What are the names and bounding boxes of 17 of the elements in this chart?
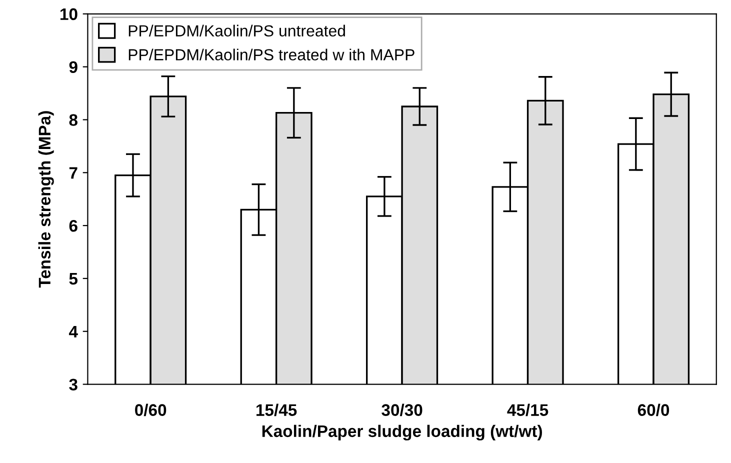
y-axis-title: Tensile strength (MPa) bbox=[38, 111, 54, 288]
y-tick-label: 4 bbox=[68, 326, 78, 338]
x-tick-label: 30/30 bbox=[382, 404, 422, 416]
y-tick-label: 6 bbox=[69, 220, 78, 232]
y-tick-label: 9 bbox=[69, 61, 78, 74]
y-tick-label: 10 bbox=[60, 8, 78, 20]
x-tick-label: 60/0 bbox=[638, 404, 670, 416]
x-tick-label: 45/15 bbox=[507, 404, 548, 416]
y-tick-label: 8 bbox=[69, 114, 78, 126]
x-tick-label: 15/45 bbox=[256, 404, 297, 416]
legend-label: PP/EPDM/Kaolin/PS treated w ith MAPP bbox=[128, 48, 414, 60]
y-tick-label: 3 bbox=[69, 378, 78, 391]
x-tick-label: 0/60 bbox=[135, 404, 166, 416]
x-axis-title: Kaolin/Paper sludge loading (wt/wt) bbox=[262, 424, 542, 440]
y-tick-label: 5 bbox=[69, 273, 78, 285]
legend-label: PP/EPDM/Kaolin/PS untreated bbox=[128, 24, 345, 37]
y-tick-label: 7 bbox=[69, 167, 78, 179]
